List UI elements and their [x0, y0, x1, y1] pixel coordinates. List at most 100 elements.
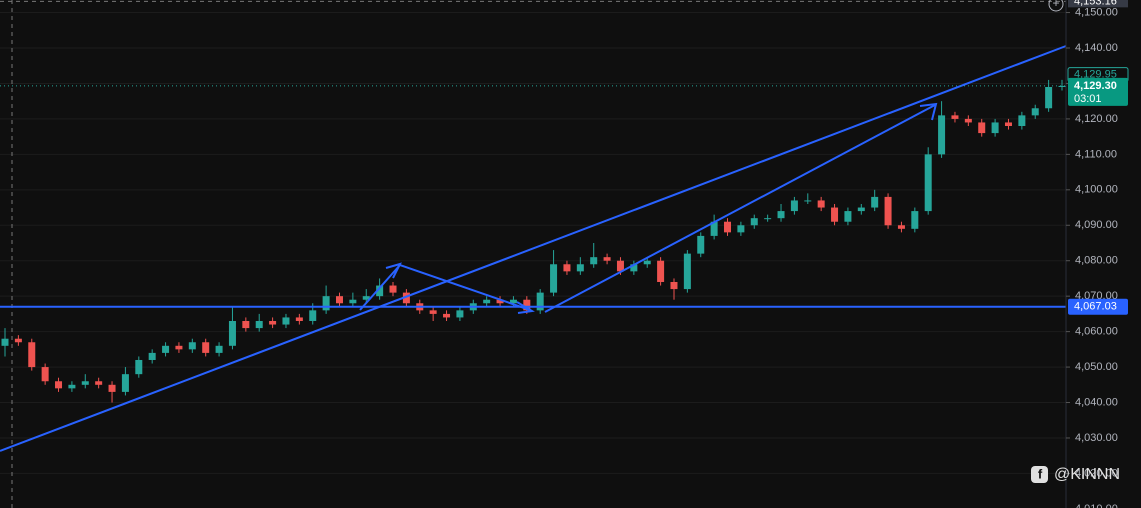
candle-body — [978, 122, 986, 134]
trend-drawings — [0, 45, 1067, 452]
candle-body — [764, 218, 772, 220]
y-tick-label: 4,140.00 — [1075, 42, 1118, 54]
horizontal-line-label: 4,067.03 — [1074, 301, 1117, 313]
candle-body — [162, 345, 170, 353]
arrow-head — [919, 102, 938, 121]
y-tick-label: 4,020.00 — [1075, 467, 1118, 479]
candle-body — [804, 200, 812, 202]
candle-body — [135, 359, 143, 375]
y-tick-label: 4,120.00 — [1075, 113, 1118, 125]
candle-body — [188, 342, 196, 350]
watermark-text: @KINNN — [1054, 466, 1120, 483]
candle-body — [443, 313, 451, 318]
horizontal-line-tag — [1068, 298, 1128, 315]
countdown-label: 03:01 — [1074, 93, 1102, 105]
y-tick-label: 4,110.00 — [1075, 148, 1117, 160]
y-tick-label: 4,040.00 — [1075, 396, 1118, 408]
candle-body — [483, 299, 491, 304]
candle-body — [349, 299, 357, 304]
trend-line — [0, 45, 1067, 452]
candle-body — [590, 257, 598, 265]
candle-body — [924, 154, 932, 212]
y-tick-label: 4,010.00 — [1075, 503, 1118, 508]
candle-body — [616, 260, 624, 272]
candle-body — [202, 342, 210, 353]
y-tick-label: 4,050.00 — [1075, 361, 1118, 373]
facebook-icon — [1031, 466, 1048, 483]
candle-body — [897, 225, 905, 229]
add-icon[interactable]: + — [1052, 0, 1059, 10]
candle-body — [295, 317, 303, 321]
candle-body — [269, 320, 277, 325]
candle-body — [1058, 85, 1066, 88]
icon-glyph: f — [1038, 466, 1043, 481]
grid — [0, 12, 1066, 474]
candle-body — [683, 253, 691, 290]
candle-body — [697, 235, 705, 254]
candle-body — [550, 264, 558, 293]
candle-body — [148, 352, 156, 360]
candle-body — [991, 122, 999, 134]
candle-body — [41, 367, 49, 382]
candle-body — [68, 384, 76, 389]
candle-body — [576, 264, 584, 272]
candle-body — [1, 338, 9, 346]
candle-body — [242, 320, 250, 329]
candle-body — [630, 264, 638, 272]
candle-body — [509, 299, 517, 304]
candle-body — [938, 115, 946, 155]
y-tick-label: 4,080.00 — [1075, 255, 1118, 267]
candle-body — [817, 200, 825, 208]
candle-body — [857, 207, 865, 212]
candle-body — [1045, 87, 1053, 109]
candle-body — [215, 345, 223, 353]
candle-body — [1018, 115, 1026, 126]
candle-body — [389, 285, 397, 293]
candle-body — [1004, 122, 1012, 126]
candle-body — [402, 292, 410, 304]
trend-arrow — [544, 104, 936, 313]
candle-body — [496, 299, 504, 304]
candle-body — [335, 296, 343, 304]
candle-body — [871, 196, 879, 208]
candle-body — [1031, 108, 1039, 116]
candle-body — [362, 296, 370, 300]
arrow-head — [516, 301, 535, 314]
candle-body — [121, 374, 129, 392]
y-tick-label: 4,090.00 — [1075, 219, 1118, 231]
y-tick-label: 4,150.00 — [1075, 6, 1118, 18]
candle-body — [14, 338, 22, 343]
candle-body — [309, 310, 317, 321]
candle-body — [790, 200, 798, 212]
last-price-tag — [1068, 77, 1128, 106]
candle-body — [255, 320, 263, 329]
overlay — [0, 0, 1066, 308]
candle-body — [523, 299, 531, 311]
candle-body — [456, 310, 464, 318]
candle-body — [228, 320, 236, 346]
candle-body — [536, 292, 544, 311]
add-button[interactable] — [1048, 0, 1064, 12]
y-tick-label: 4,100.00 — [1075, 184, 1118, 196]
crosshair-label: 4,153.16 — [1074, 0, 1117, 7]
candle-body — [175, 345, 183, 350]
y-tick-label: 4,060.00 — [1075, 326, 1118, 338]
candle-body — [964, 118, 972, 123]
candle-body — [28, 342, 36, 368]
candle-body — [911, 211, 919, 229]
candle-body — [831, 207, 839, 222]
candle-body — [81, 381, 89, 385]
crosshair-tag — [1068, 0, 1128, 8]
candle-body — [376, 285, 384, 297]
candle-body — [643, 260, 651, 265]
last-price-label: 4,129.30 — [1074, 80, 1117, 92]
candle-body — [844, 211, 852, 222]
candle-body — [563, 264, 571, 272]
candle-body — [777, 211, 785, 219]
candle-body — [884, 196, 892, 226]
candles — [1, 79, 1066, 403]
candle-body — [95, 381, 103, 385]
candle-body — [710, 221, 718, 236]
